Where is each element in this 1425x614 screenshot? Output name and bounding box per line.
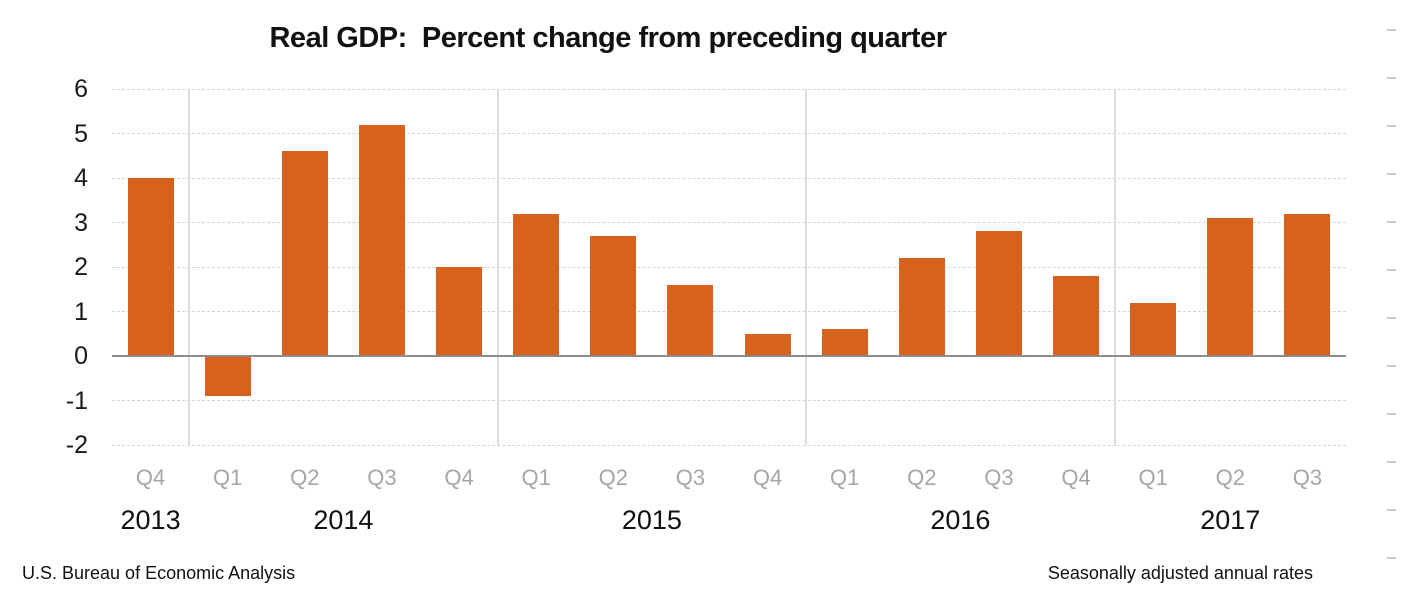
quarter-label: Q3	[1292, 465, 1323, 490]
year-separator	[1113, 89, 1116, 445]
quarter-label: Q2	[598, 465, 628, 490]
year-label: 2017	[1200, 505, 1261, 535]
y-axis-label: -1	[65, 386, 88, 415]
quarter-label: Q3	[675, 465, 706, 490]
gdp-bar	[281, 151, 328, 356]
quarter-label: Q3	[367, 465, 397, 490]
year-separator	[496, 89, 499, 445]
right-axis-tick	[1387, 365, 1396, 367]
gdp-bar	[127, 178, 174, 356]
right-axis-tick	[1387, 413, 1396, 415]
gdp-bar	[590, 235, 637, 356]
adjustment-note: Seasonally adjusted annual rates	[1047, 563, 1313, 583]
y-axis-label: 1	[74, 297, 88, 326]
quarter-label: Q4	[752, 465, 783, 490]
gdp-bar	[975, 231, 1022, 356]
y-axis-label: 5	[74, 119, 88, 148]
gdp-bar	[1207, 218, 1254, 356]
source-attribution: U.S. Bureau of Economic Analysis	[22, 563, 296, 583]
year-label: 2014	[313, 505, 374, 535]
quarter-label: Q3	[984, 465, 1014, 490]
y-axis-label: 0	[74, 342, 88, 370]
right-axis-tick	[1387, 557, 1396, 559]
year-separator	[188, 89, 191, 445]
quarter-label: Q4	[444, 465, 474, 490]
gdp-bar	[1284, 213, 1331, 356]
right-axis-tick	[1387, 77, 1396, 79]
gdp-bar	[1130, 302, 1177, 356]
gridline	[112, 266, 1346, 268]
quarter-label: Q1	[1138, 465, 1168, 490]
right-axis-tick	[1387, 317, 1396, 319]
quarter-label: Q4	[135, 465, 166, 490]
quarter-label: Q4	[1061, 465, 1091, 490]
gridline	[112, 311, 1346, 312]
gdp-bar	[358, 124, 405, 356]
gdp-bar	[744, 333, 791, 356]
gridline	[112, 133, 1346, 134]
right-axis-tick	[1387, 461, 1396, 463]
right-axis-tick	[1387, 269, 1396, 271]
quarter-label: Q2	[907, 465, 937, 490]
gdp-bar	[821, 329, 868, 356]
gdp-bar	[898, 258, 945, 356]
gridline	[112, 444, 1346, 446]
right-axis-tick	[1387, 173, 1396, 175]
chart-title: Real GDP: Percent change from preceding …	[269, 22, 947, 54]
right-axis-tick	[1387, 509, 1396, 511]
gridline	[112, 400, 1346, 401]
y-axis-label: 3	[74, 208, 88, 237]
gdp-bar	[436, 267, 483, 356]
gdp-bar	[513, 213, 560, 356]
year-separator	[805, 89, 808, 445]
gridline	[112, 88, 1346, 90]
zero-axis-line	[112, 355, 1346, 357]
gridline	[112, 222, 1346, 223]
y-axis-label: 2	[74, 253, 88, 281]
quarter-label: Q2	[1215, 465, 1245, 490]
right-axis-tick	[1387, 221, 1396, 223]
right-axis-tick	[1387, 125, 1396, 127]
quarter-label: Q2	[290, 465, 320, 490]
y-axis-label: -2	[65, 431, 88, 459]
y-axis-label: 6	[74, 75, 88, 103]
gdp-bar	[667, 284, 714, 356]
gridline	[112, 177, 1346, 179]
gdp-bar	[204, 356, 251, 397]
quarter-label: Q1	[830, 465, 860, 490]
right-axis-tick	[1387, 29, 1396, 31]
y-axis-label: 4	[74, 164, 88, 192]
quarter-label: Q1	[213, 465, 243, 490]
year-label: 2013	[120, 505, 181, 535]
year-label: 2015	[621, 505, 682, 535]
gdp-bar	[1053, 275, 1100, 356]
quarter-label: Q1	[521, 465, 551, 490]
year-label: 2016	[930, 505, 991, 535]
